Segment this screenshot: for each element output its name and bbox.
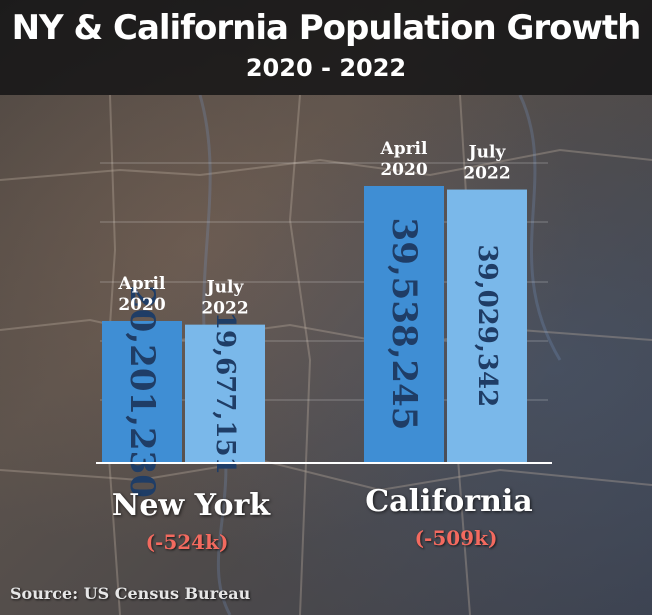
header-banner: NY & California Population Growth 2020 -… [0, 0, 652, 95]
bar-california-2020 [364, 186, 444, 462]
bar-period-label: July [467, 143, 507, 163]
bar-value-label: 39,029,342 [472, 244, 502, 407]
chart-title: NY & California Population Growth [11, 8, 642, 48]
bar-value-label: 39,538,245 [384, 218, 424, 431]
bar-period-label: 2020 [380, 160, 427, 180]
bar-california-2022 [447, 189, 527, 463]
bar-period-label: July [205, 278, 245, 298]
category-label-california: California [365, 484, 533, 519]
source-note: Source: US Census Bureau [10, 584, 251, 603]
change-label-new-york: (-524k) [145, 530, 229, 554]
bar-period-label: 2022 [463, 164, 510, 184]
bar-value-label: 20,201,230 [122, 285, 162, 498]
bar-period-label: 2022 [201, 299, 248, 319]
category-label-new-york: New York [111, 488, 271, 523]
bar-value-label: 19,677,151 [210, 312, 240, 475]
bar-new-york-2020 [102, 320, 182, 462]
chart-subtitle: 2020 - 2022 [245, 54, 407, 82]
bar-period-label: 2020 [118, 295, 165, 315]
change-label-california: (-509k) [414, 526, 498, 550]
bar-period-label: April [118, 274, 166, 294]
bar-period-label: April [380, 139, 428, 159]
bar-new-york-2022 [185, 324, 265, 462]
